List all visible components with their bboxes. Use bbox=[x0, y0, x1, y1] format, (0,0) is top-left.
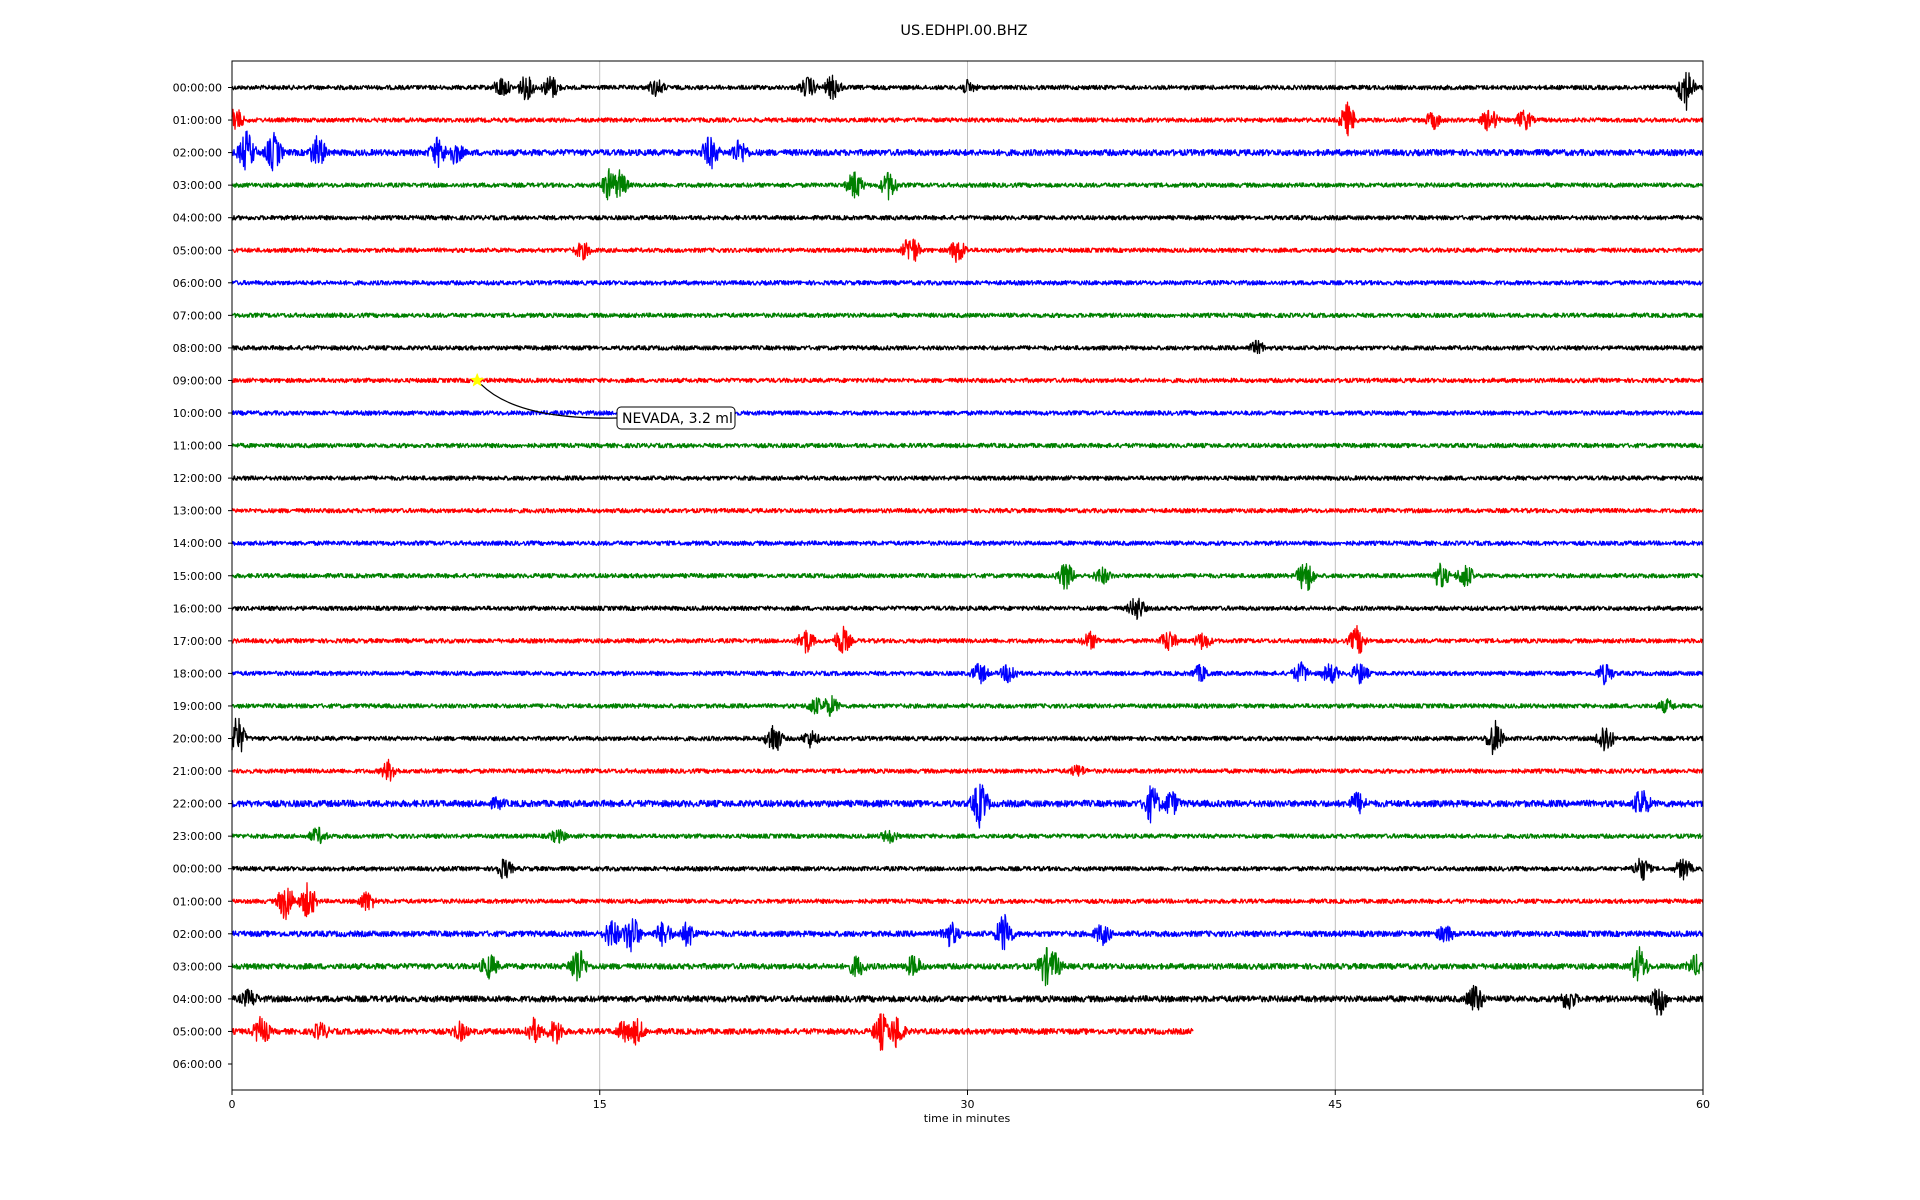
trace-line bbox=[231, 661, 1704, 686]
row-time-label: 13:00:00 bbox=[173, 505, 222, 518]
trace-line bbox=[231, 410, 1704, 416]
row-time-label: 19:00:00 bbox=[173, 700, 222, 713]
seismic-traces bbox=[231, 71, 1704, 1051]
plot-frame bbox=[231, 60, 1704, 1091]
trace-line bbox=[231, 130, 1704, 172]
trace-line bbox=[231, 1013, 1194, 1051]
row-time-label: 00:00:00 bbox=[173, 863, 222, 876]
event-star-marker bbox=[469, 372, 485, 387]
trace-line bbox=[231, 717, 1704, 756]
row-time-label: 03:00:00 bbox=[173, 960, 222, 973]
x-axis-ticks: 0 15 30 45 60 bbox=[229, 1090, 1710, 1111]
trace-line bbox=[231, 984, 1704, 1016]
row-time-label: 06:00:00 bbox=[173, 1058, 222, 1071]
trace-line bbox=[231, 695, 1704, 717]
trace-line bbox=[231, 507, 1704, 514]
row-time-label: 05:00:00 bbox=[173, 244, 222, 257]
x-tick-label: 15 bbox=[593, 1098, 607, 1111]
trace-line bbox=[231, 597, 1704, 620]
row-time-label: 05:00:00 bbox=[173, 1025, 222, 1038]
trace-line bbox=[231, 826, 1704, 845]
trace-line bbox=[231, 167, 1704, 201]
x-axis-label: time in minutes bbox=[924, 1112, 1011, 1125]
row-time-label: 07:00:00 bbox=[173, 309, 222, 322]
row-time-label: 04:00:00 bbox=[173, 993, 222, 1006]
row-time-label: 14:00:00 bbox=[173, 537, 222, 550]
row-time-label: 08:00:00 bbox=[173, 342, 222, 355]
row-time-label: 15:00:00 bbox=[173, 570, 222, 583]
trace-line bbox=[231, 946, 1704, 987]
row-time-label: 23:00:00 bbox=[173, 830, 222, 843]
row-time-label: 04:00:00 bbox=[173, 212, 222, 225]
row-time-label: 16:00:00 bbox=[173, 602, 222, 615]
row-time-label: 18:00:00 bbox=[173, 667, 222, 680]
annotation-label: NEVADA, 3.2 ml bbox=[622, 411, 733, 427]
trace-line bbox=[231, 475, 1704, 481]
trace-line bbox=[231, 913, 1704, 953]
trace-line bbox=[231, 238, 1704, 264]
row-time-label: 06:00:00 bbox=[173, 277, 222, 290]
row-time-label: 21:00:00 bbox=[173, 765, 222, 778]
row-time-label: 01:00:00 bbox=[173, 895, 222, 908]
trace-line bbox=[231, 540, 1704, 547]
trace-line bbox=[231, 339, 1704, 355]
trace-line bbox=[231, 758, 1704, 782]
x-tick-label: 45 bbox=[1328, 1098, 1342, 1111]
x-tick-label: 30 bbox=[961, 1098, 975, 1111]
trace-line bbox=[231, 783, 1704, 829]
trace-line bbox=[231, 279, 1704, 286]
trace-line bbox=[231, 214, 1704, 221]
trace-line bbox=[231, 882, 1704, 921]
event-annotation: NEVADA, 3.2 ml bbox=[469, 372, 736, 430]
row-time-label: 09:00:00 bbox=[173, 374, 222, 387]
row-time-label: 10:00:00 bbox=[173, 407, 222, 420]
row-time-label: 17:00:00 bbox=[173, 635, 222, 648]
row-time-label: 22:00:00 bbox=[173, 798, 222, 811]
trace-line bbox=[231, 857, 1704, 881]
annotation-box bbox=[616, 406, 736, 430]
trace-line bbox=[231, 312, 1704, 319]
annotation-connector bbox=[480, 384, 618, 419]
trace-line bbox=[231, 101, 1704, 137]
trace-line bbox=[231, 625, 1704, 654]
trace-line bbox=[231, 562, 1704, 592]
x-tick-label: 0 bbox=[229, 1098, 236, 1111]
row-time-label: 02:00:00 bbox=[173, 147, 222, 160]
row-time-label: 11:00:00 bbox=[173, 440, 222, 453]
trace-line bbox=[231, 377, 1704, 384]
row-time-label: 01:00:00 bbox=[173, 114, 222, 127]
row-time-label: 03:00:00 bbox=[173, 179, 222, 192]
trace-line bbox=[231, 442, 1704, 449]
row-time-labels: 00:00:00 01:00:00 02:00:00 03:00:00 04:00:00… bbox=[173, 82, 232, 1071]
row-time-label: 00:00:00 bbox=[173, 82, 222, 95]
chart-title: US.EDHPI.00.BHZ bbox=[900, 23, 1027, 39]
row-time-label: 02:00:00 bbox=[173, 928, 222, 941]
trace-line bbox=[231, 71, 1704, 111]
x-tick-label: 60 bbox=[1696, 1098, 1710, 1111]
row-time-label: 12:00:00 bbox=[173, 472, 222, 485]
row-time-label: 20:00:00 bbox=[173, 733, 222, 746]
